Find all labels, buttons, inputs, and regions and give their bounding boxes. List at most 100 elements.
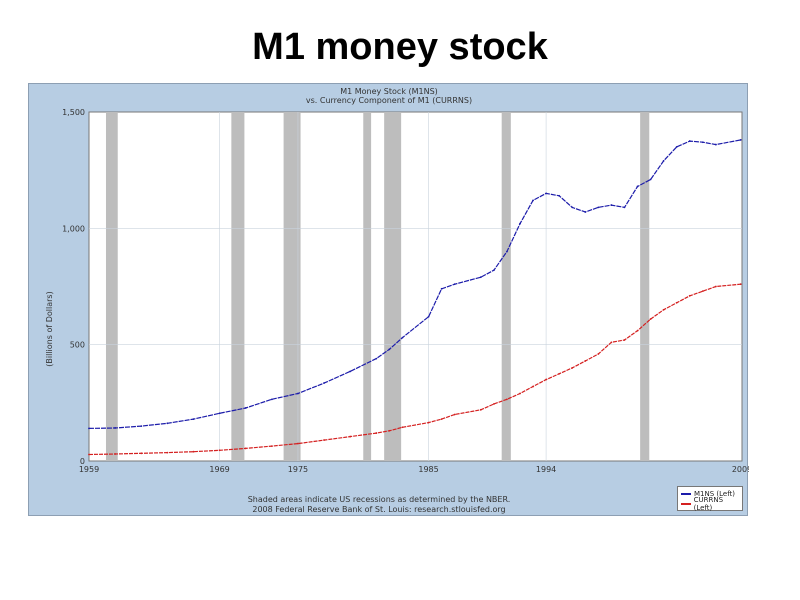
data-point-currency bbox=[623, 339, 626, 341]
data-point-m1 bbox=[688, 140, 691, 142]
recession-band bbox=[231, 112, 245, 461]
legend-label-m1: M1NS (Left) bbox=[694, 490, 736, 498]
data-point-m1 bbox=[610, 204, 613, 206]
data-point-m1 bbox=[532, 199, 534, 202]
data-point-currency bbox=[506, 398, 508, 401]
data-point-m1 bbox=[558, 194, 561, 197]
data-point-currency bbox=[297, 442, 299, 445]
data-point-m1 bbox=[270, 398, 273, 401]
data-point-currency bbox=[244, 447, 247, 450]
x-tick-label: 1994 bbox=[536, 465, 556, 474]
y-tick-label: 1,000 bbox=[62, 224, 85, 233]
data-point-currency bbox=[636, 329, 639, 332]
data-point-currency bbox=[388, 429, 391, 432]
data-point-currency bbox=[401, 426, 404, 429]
data-point-currency bbox=[597, 353, 600, 355]
data-point-currency bbox=[662, 308, 665, 311]
legend: M1NS (Left) CURRNS (Left) bbox=[677, 486, 743, 512]
plot-area bbox=[88, 111, 743, 462]
chart-subtitle: vs. Currency Component of M1 (CURRNS) bbox=[305, 96, 473, 105]
data-point-m1 bbox=[584, 211, 587, 213]
data-point-m1 bbox=[349, 370, 352, 373]
data-point-currency bbox=[649, 318, 652, 320]
data-point-currency bbox=[532, 385, 534, 388]
data-point-currency bbox=[558, 372, 561, 375]
data-point-currency bbox=[688, 294, 691, 297]
data-point-m1 bbox=[492, 269, 495, 272]
x-tick-label: 2009 bbox=[732, 465, 749, 474]
line-chart: 0 500 1,000 1,500 1959 1969 1975 1985 1994 2009 bbox=[62, 108, 749, 474]
legend-label-currency: CURRNS (Left) bbox=[693, 496, 724, 512]
data-point-m1 bbox=[88, 427, 90, 430]
data-point-currency bbox=[610, 341, 613, 344]
data-point-m1 bbox=[479, 276, 482, 279]
data-point-m1 bbox=[597, 206, 600, 209]
data-point-m1 bbox=[140, 425, 143, 427]
data-point-currency bbox=[453, 413, 456, 416]
y-tick-label: 0 bbox=[80, 457, 85, 466]
data-point-m1 bbox=[114, 427, 117, 429]
y-axis-label: (Billions of Dollars) bbox=[45, 291, 54, 367]
recession-band bbox=[501, 112, 511, 461]
data-point-m1 bbox=[427, 315, 430, 318]
legend-item-m1: M1NS (Left) bbox=[681, 489, 735, 499]
x-tick-label: 1985 bbox=[418, 465, 438, 474]
data-point-currency bbox=[192, 450, 195, 453]
data-point-m1 bbox=[649, 178, 652, 181]
data-point-m1 bbox=[714, 143, 717, 146]
recession-band bbox=[363, 112, 372, 461]
data-point-currency bbox=[166, 451, 169, 454]
data-point-m1 bbox=[739, 139, 742, 141]
data-point-m1 bbox=[519, 222, 521, 225]
footnote-source: 2008 Federal Reserve Bank of St. Louis: … bbox=[252, 505, 506, 514]
x-tick-label: 1975 bbox=[288, 465, 308, 474]
data-point-m1 bbox=[701, 141, 704, 144]
data-point-currency bbox=[349, 435, 352, 438]
y-tick-label: 500 bbox=[70, 341, 85, 350]
data-point-currency bbox=[714, 285, 717, 288]
data-point-currency bbox=[675, 301, 678, 304]
data-point-currency bbox=[701, 290, 704, 293]
recession-band bbox=[105, 112, 118, 461]
data-point-m1 bbox=[218, 412, 221, 415]
legend-swatch-currency bbox=[681, 503, 691, 505]
x-tick-label: 1969 bbox=[209, 465, 229, 474]
data-point-m1 bbox=[571, 206, 574, 209]
data-point-m1 bbox=[440, 287, 443, 290]
slide-title: M1 money stock bbox=[252, 26, 548, 68]
data-point-currency bbox=[545, 378, 547, 381]
data-point-m1 bbox=[506, 250, 508, 253]
legend-item-currency: CURRNS (Left) bbox=[681, 496, 742, 512]
data-point-currency bbox=[739, 283, 742, 286]
data-point-currency bbox=[479, 408, 482, 411]
data-point-m1 bbox=[453, 283, 456, 286]
data-point-currency bbox=[492, 403, 495, 405]
data-point-m1 bbox=[375, 357, 378, 360]
data-point-m1 bbox=[401, 336, 404, 339]
data-point-currency bbox=[375, 432, 378, 434]
data-point-m1 bbox=[623, 206, 626, 209]
x-tick-label: 1959 bbox=[79, 465, 99, 474]
data-point-currency bbox=[519, 392, 521, 395]
legend-swatch-m1 bbox=[681, 493, 691, 495]
data-point-currency bbox=[584, 360, 587, 362]
data-point-m1 bbox=[545, 192, 547, 195]
recession-band bbox=[384, 112, 402, 461]
data-point-m1 bbox=[244, 407, 247, 409]
chart-frame: 0 500 1,000 1,500 1959 1969 1975 1985 1994 2009 M… bbox=[28, 83, 749, 516]
data-point-currency bbox=[140, 452, 143, 455]
data-point-currency bbox=[88, 453, 90, 456]
data-point-m1 bbox=[675, 146, 678, 148]
data-point-m1 bbox=[297, 392, 299, 395]
footnote-recessions: Shaded areas indicate US recessions as d… bbox=[247, 495, 511, 504]
data-point-currency bbox=[440, 418, 443, 421]
data-point-currency bbox=[571, 367, 574, 369]
recession-band bbox=[640, 112, 650, 461]
y-tick-label: 1,500 bbox=[62, 108, 85, 117]
data-point-currency bbox=[323, 439, 325, 441]
data-point-currency bbox=[427, 421, 430, 424]
data-point-m1 bbox=[388, 348, 391, 351]
data-point-m1 bbox=[323, 382, 325, 384]
data-point-currency bbox=[114, 453, 117, 455]
data-point-m1 bbox=[166, 422, 169, 425]
